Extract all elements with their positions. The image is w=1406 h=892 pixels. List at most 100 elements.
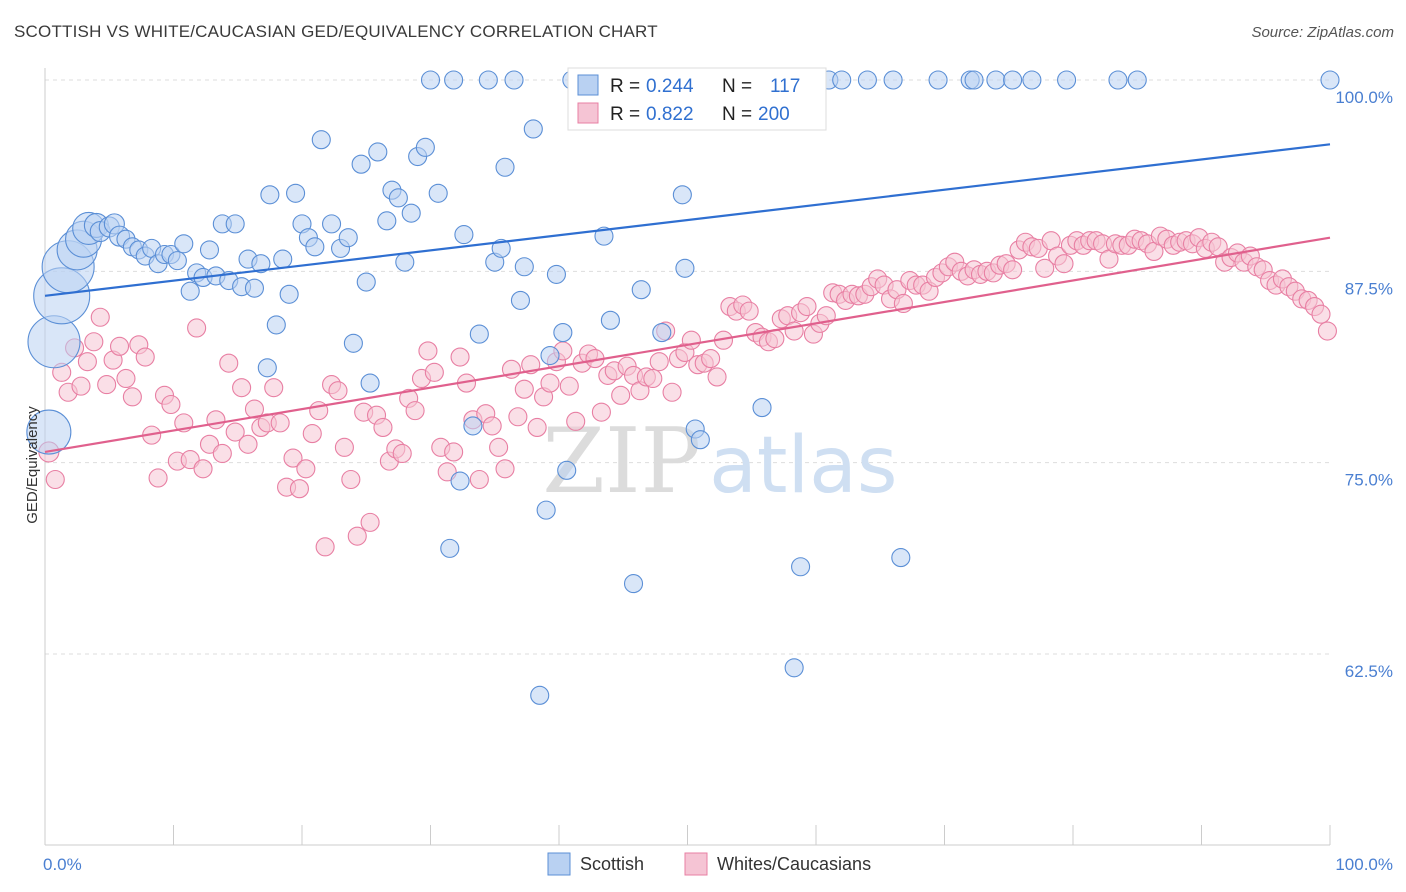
y-tick-label: 62.5% — [1345, 662, 1393, 681]
point-whites — [71, 376, 91, 396]
point-scottish — [305, 237, 325, 257]
point-scottish — [594, 226, 614, 246]
point-whites — [482, 416, 502, 436]
point-scottish — [623, 574, 644, 594]
point-whites — [701, 349, 721, 369]
point-scottish — [540, 345, 560, 366]
point-whites — [199, 434, 220, 454]
point-scottish — [257, 358, 277, 378]
point-whites — [270, 413, 290, 433]
point-whites — [187, 318, 207, 338]
point-scottish — [311, 130, 331, 150]
legend-r-label: R = — [610, 104, 640, 125]
series-whites-points — [38, 226, 1337, 557]
point-whites — [437, 462, 457, 482]
point-scottish — [791, 557, 811, 577]
y-tick-label: 100.0% — [1335, 88, 1393, 107]
y-axis-title: GED/Equivalency — [24, 406, 41, 524]
point-scottish — [27, 315, 81, 369]
point-scottish — [832, 70, 852, 90]
point-scottish — [360, 373, 380, 393]
point-whites — [1054, 254, 1074, 274]
point-whites — [418, 341, 438, 361]
point-whites — [739, 301, 759, 321]
point-whites — [1317, 321, 1337, 341]
point-whites — [489, 437, 509, 457]
point-scottish — [504, 70, 524, 90]
point-whites — [77, 352, 97, 372]
point-whites — [122, 387, 142, 407]
legend-n-value-scottish: 117 — [770, 76, 800, 97]
legend-n-label: N = — [722, 104, 752, 125]
point-scottish — [536, 500, 556, 520]
point-whites — [219, 353, 239, 373]
trend-line-scottish — [44, 143, 1331, 297]
point-whites — [611, 385, 631, 405]
legend-r-value-whites: 0.822 — [646, 104, 694, 125]
x-tick-labels: 0.0% 100.0% — [43, 855, 1393, 874]
point-whites — [1003, 260, 1023, 280]
point-whites — [540, 373, 560, 393]
point-scottish — [652, 323, 672, 343]
point-scottish — [174, 234, 194, 254]
point-whites — [302, 424, 322, 444]
point-scottish — [463, 416, 483, 436]
point-scottish — [690, 430, 710, 450]
point-scottish — [244, 278, 265, 298]
y-tick-label: 87.5% — [1345, 279, 1393, 298]
point-scottish — [420, 70, 441, 90]
point-whites — [90, 307, 110, 327]
point-scottish — [401, 203, 421, 223]
point-whites — [264, 378, 284, 398]
point-scottish — [251, 254, 271, 274]
point-scottish — [986, 70, 1006, 90]
point-whites — [232, 378, 252, 398]
point-scottish — [857, 70, 877, 90]
point-whites — [784, 321, 804, 341]
point-scottish — [322, 214, 342, 234]
legend-n-value-whites: 200 — [758, 104, 790, 125]
bottom-legend-label-whites: Whites/Caucasians — [717, 854, 871, 874]
point-scottish — [199, 240, 220, 260]
point-whites — [591, 402, 611, 422]
point-whites — [797, 296, 817, 317]
bottom-legend-swatch-whites — [684, 852, 708, 876]
point-scottish — [395, 252, 415, 272]
point-scottish — [530, 685, 550, 705]
point-scottish — [415, 137, 435, 157]
point-whites — [514, 379, 534, 399]
point-scottish — [444, 70, 464, 90]
point-scottish — [368, 142, 388, 162]
point-scottish — [266, 315, 286, 335]
point-scottish — [454, 225, 474, 245]
point-scottish — [600, 310, 620, 330]
legend-swatch-whites — [577, 102, 599, 124]
point-scottish — [1057, 70, 1077, 90]
point-scottish — [928, 70, 948, 90]
point-scottish — [388, 188, 408, 208]
point-scottish — [523, 119, 543, 139]
point-whites — [45, 469, 65, 490]
watermark: ZIP atlas — [542, 409, 897, 514]
point-whites — [1035, 258, 1055, 278]
point-whites — [206, 410, 226, 430]
point-scottish — [883, 70, 903, 90]
bottom-legend-swatch-scottish — [547, 852, 571, 876]
point-scottish — [260, 185, 280, 205]
point-whites — [225, 422, 245, 442]
point-scottish — [1022, 70, 1042, 90]
point-whites — [328, 381, 348, 401]
point-whites — [424, 362, 444, 382]
legend-r-value-scottish: 0.244 — [646, 76, 694, 97]
bottom-legend: Scottish Whites/Caucasians — [547, 852, 871, 876]
point-whites — [405, 401, 425, 421]
point-whites — [527, 417, 547, 438]
point-whites — [148, 468, 168, 488]
point-scottish — [469, 324, 489, 344]
x-tick-label-min: 0.0% — [43, 855, 82, 874]
point-scottish — [225, 214, 245, 234]
point-whites — [681, 330, 701, 350]
point-whites — [707, 367, 727, 387]
point-whites — [1311, 304, 1331, 324]
